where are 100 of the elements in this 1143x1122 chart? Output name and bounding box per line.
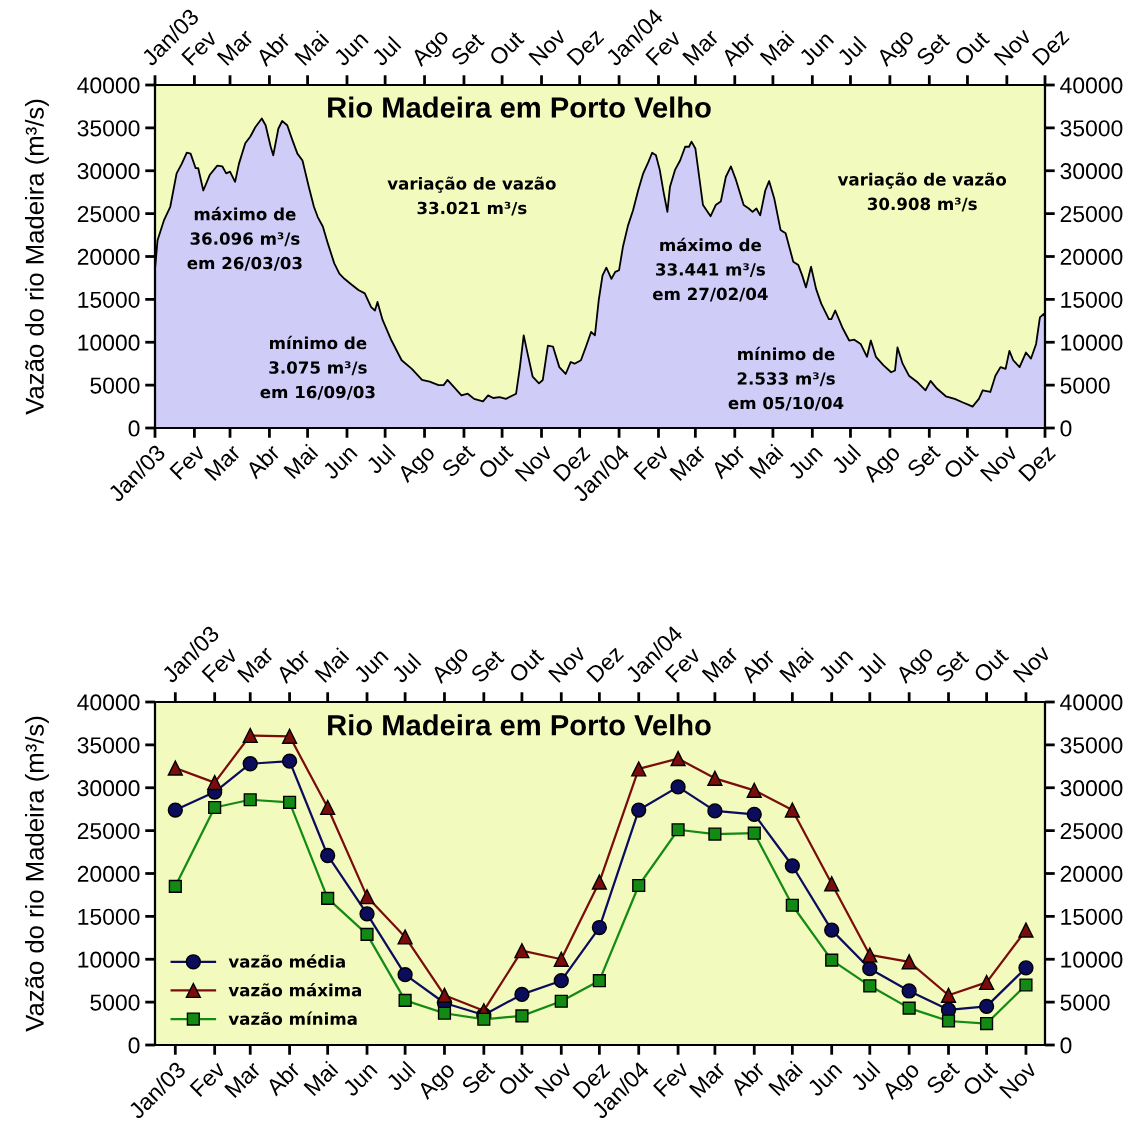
- x-tick-label: Set: [925, 1060, 961, 1096]
- x2-tick-label: Abr: [254, 30, 292, 68]
- x-tick-label: Nov: [514, 443, 554, 482]
- y-tick-label: 40000: [77, 694, 140, 711]
- y2-tick-label: 30000: [1060, 163, 1123, 180]
- y2-tick-label: 30000: [1060, 780, 1123, 797]
- y2-tick-label: 15000: [1061, 291, 1123, 308]
- x2-tick-label: Out: [972, 646, 1010, 684]
- y2-tick-label: 5000: [1060, 377, 1110, 394]
- annotation: mínimo de 2.533 m³/s em 05/10/04: [728, 346, 844, 411]
- y-axis-title: Vazão do rio Madeira (m³/s): [24, 99, 49, 415]
- x2-tick-label: Abr: [274, 647, 312, 685]
- x-tick-label: Abr: [709, 442, 747, 480]
- x2-tick-label: Jun: [352, 647, 389, 684]
- x-tick-label: Fev: [652, 1060, 690, 1098]
- x-tick-label: Out: [497, 1060, 534, 1097]
- y-tick-label: 35000: [77, 120, 140, 137]
- annotation: mínimo de 3.075 m³/s em 16/09/03: [260, 335, 375, 400]
- x-tick-label: Mai: [767, 1060, 804, 1097]
- y-tick-label: 30000: [77, 163, 140, 180]
- x-tick-label: Abr: [729, 1059, 766, 1097]
- x2-tick-label: Ago: [894, 647, 935, 685]
- x-tick-label: Mar: [204, 443, 242, 482]
- y-tick-label: 40000: [77, 77, 140, 94]
- x-tick-label: Abr: [244, 442, 282, 480]
- y-tick-label: 25000: [77, 822, 140, 840]
- y2-tick-label: 10000: [1061, 951, 1123, 968]
- x2-tick-label: Mar: [237, 645, 275, 683]
- y2-tick-label: 40000: [1060, 77, 1123, 94]
- x2-tick-label: Abr: [739, 647, 776, 685]
- y-tick-label: 15000: [78, 908, 140, 925]
- x-tick-label: Mar: [688, 1060, 727, 1099]
- x2-tick-label: Mai: [778, 647, 815, 683]
- y2-tick-label: 0: [1060, 420, 1072, 437]
- legend-label: vazão mínima: [228, 1011, 357, 1026]
- legend-label: vazão média: [228, 954, 345, 968]
- x2-tick-label: Ago: [410, 30, 450, 68]
- x-tick-label: Nov: [979, 443, 1019, 482]
- y-tick-label: 10000: [78, 951, 140, 968]
- x2-tick-label: Jul: [390, 652, 422, 684]
- legend-label: vazão máxima: [228, 982, 362, 997]
- x-tick-label: Nov: [999, 1060, 1038, 1099]
- x2-tick-label: Jun: [817, 647, 854, 684]
- x-tick-label: Jul: [364, 443, 396, 475]
- y-tick-label: 20000: [77, 248, 140, 266]
- x2-tick-label: Jun: [332, 30, 369, 67]
- x-tick-label: Ago: [880, 1060, 924, 1104]
- x2-tick-label: Nov: [548, 644, 587, 683]
- x-tick-label: Mai: [748, 443, 784, 480]
- y2-tick-label: 20000: [1060, 248, 1123, 266]
- x-tick-label: Jul: [384, 1060, 416, 1092]
- x-tick-label: Set: [440, 443, 476, 479]
- x2-tick-label: Set: [469, 648, 505, 684]
- x-tick-label: Jun: [321, 444, 358, 481]
- y2-tick-label: 35000: [1060, 120, 1123, 137]
- x-tick-label: Out: [477, 443, 514, 480]
- y-tick-label: 0: [128, 420, 140, 437]
- x2-tick-label: Mai: [759, 30, 795, 66]
- y2-tick-label: 40000: [1060, 694, 1123, 711]
- chart-title: Rio Madeira em Porto Velho: [328, 714, 711, 736]
- y2-tick-label: 20000: [1060, 865, 1123, 883]
- x2-tick-label: Dez: [586, 644, 625, 683]
- x2-tick-label: Nov: [1012, 644, 1052, 683]
- y2-tick-label: 5000: [1060, 994, 1110, 1011]
- x2-tick-label: Mai: [293, 30, 330, 66]
- x2-tick-label: Mar: [701, 645, 740, 683]
- x2-tick-label: Dez: [1031, 27, 1070, 66]
- x-tick-label: Jun: [806, 1061, 843, 1098]
- x2-tick-label: Abr: [719, 30, 757, 68]
- x2-tick-label: Out: [508, 646, 545, 684]
- y-axis-title: Vazão do rio Madeira (m³/s): [24, 716, 49, 1032]
- x-tick-label: Mar: [224, 1060, 262, 1099]
- x2-tick-label: Mar: [216, 28, 255, 66]
- x2-tick-label: Dez: [566, 27, 605, 66]
- x-tick-label: Mai: [282, 443, 319, 480]
- x2-tick-label: Out: [953, 29, 991, 67]
- y2-tick-label: 25000: [1060, 205, 1123, 223]
- x-tick-label: Ago: [396, 443, 439, 487]
- x2-tick-label: Ago: [429, 647, 470, 685]
- y2-tick-label: 10000: [1061, 334, 1123, 351]
- x2-tick-label: Out: [488, 29, 525, 67]
- x-tick-label: Jun: [341, 1061, 378, 1098]
- y2-tick-label: 35000: [1060, 737, 1123, 754]
- x2-tick-label: Set: [915, 31, 951, 67]
- y-tick-label: 5000: [90, 994, 140, 1011]
- annotation: máximo de 36.096 m³/s em 26/03/03: [187, 206, 302, 271]
- y-tick-label: 0: [128, 1037, 140, 1054]
- x2-tick-label: Ago: [875, 30, 915, 68]
- x-tick-label: Jun: [787, 444, 824, 481]
- y-tick-label: 25000: [77, 205, 140, 223]
- y-tick-label: 20000: [77, 865, 140, 883]
- x-tick-label: Jul: [830, 443, 862, 475]
- x-tick-label: Set: [906, 443, 942, 479]
- y-tick-label: 35000: [77, 737, 140, 754]
- x2-tick-label: Jun: [798, 30, 835, 67]
- y-tick-label: 10000: [78, 334, 140, 351]
- y2-tick-label: 0: [1060, 1037, 1072, 1054]
- x-tick-label: Mai: [302, 1060, 339, 1097]
- chart-title: Rio Madeira em Porto Velho: [328, 96, 711, 118]
- annotation: variação de vazão 33.021 m³/s: [387, 176, 556, 216]
